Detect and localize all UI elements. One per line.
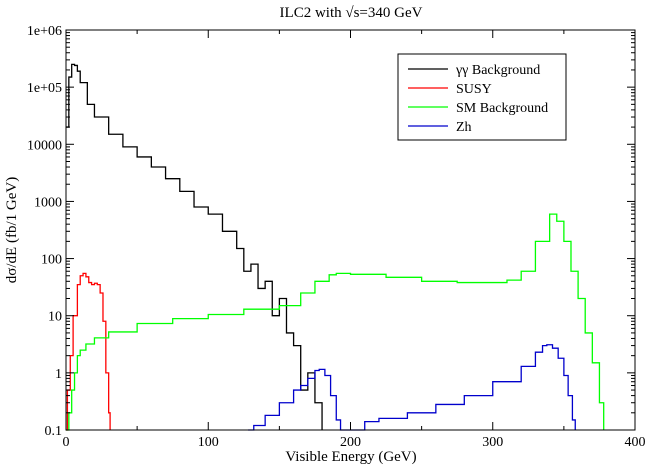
series-line-1	[66, 272, 111, 431]
x-tick-label: 400	[625, 435, 646, 450]
x-tick-label: 100	[198, 435, 219, 450]
x-axis-title: Visible Energy (GeV)	[285, 449, 416, 465]
x-tick-label: 0	[63, 435, 70, 450]
y-tick-label: 10	[48, 310, 62, 325]
x-tick-label: 200	[340, 435, 361, 450]
y-tick-label: 1e+05	[27, 81, 62, 96]
y-tick-label: 1	[55, 367, 62, 382]
legend-label: Zh	[456, 120, 472, 135]
y-tick-label: 1000	[34, 195, 62, 210]
chart-title: ILC2 with √s=340 GeV	[280, 5, 423, 21]
legend: γγ Background SUSY SM Background Zh	[397, 53, 567, 141]
series-line-3	[248, 344, 576, 431]
y-tick-label: 10000	[27, 138, 62, 153]
series-line-2	[66, 213, 605, 431]
legend-label: γγ Background	[455, 63, 540, 78]
y-axis-title: dσ/dE (fb/1 GeV)	[4, 177, 20, 283]
y-tick-label: 100	[41, 253, 62, 268]
series-line-0	[66, 63, 323, 430]
legend-items: γγ Background SUSY SM Background Zh	[408, 63, 548, 135]
x-tick-label: 300	[482, 435, 503, 450]
y-axis: 0.1 1 10 100 1000 10000 1e+05 1e+06	[27, 24, 635, 439]
legend-label: SM Background	[456, 101, 548, 116]
series-layer	[66, 63, 605, 431]
y-tick-label: 0.1	[45, 424, 63, 439]
x-axis: 0 100 200 300 400	[63, 30, 646, 450]
legend-label: SUSY	[456, 82, 492, 97]
y-tick-label: 1e+06	[27, 24, 62, 39]
